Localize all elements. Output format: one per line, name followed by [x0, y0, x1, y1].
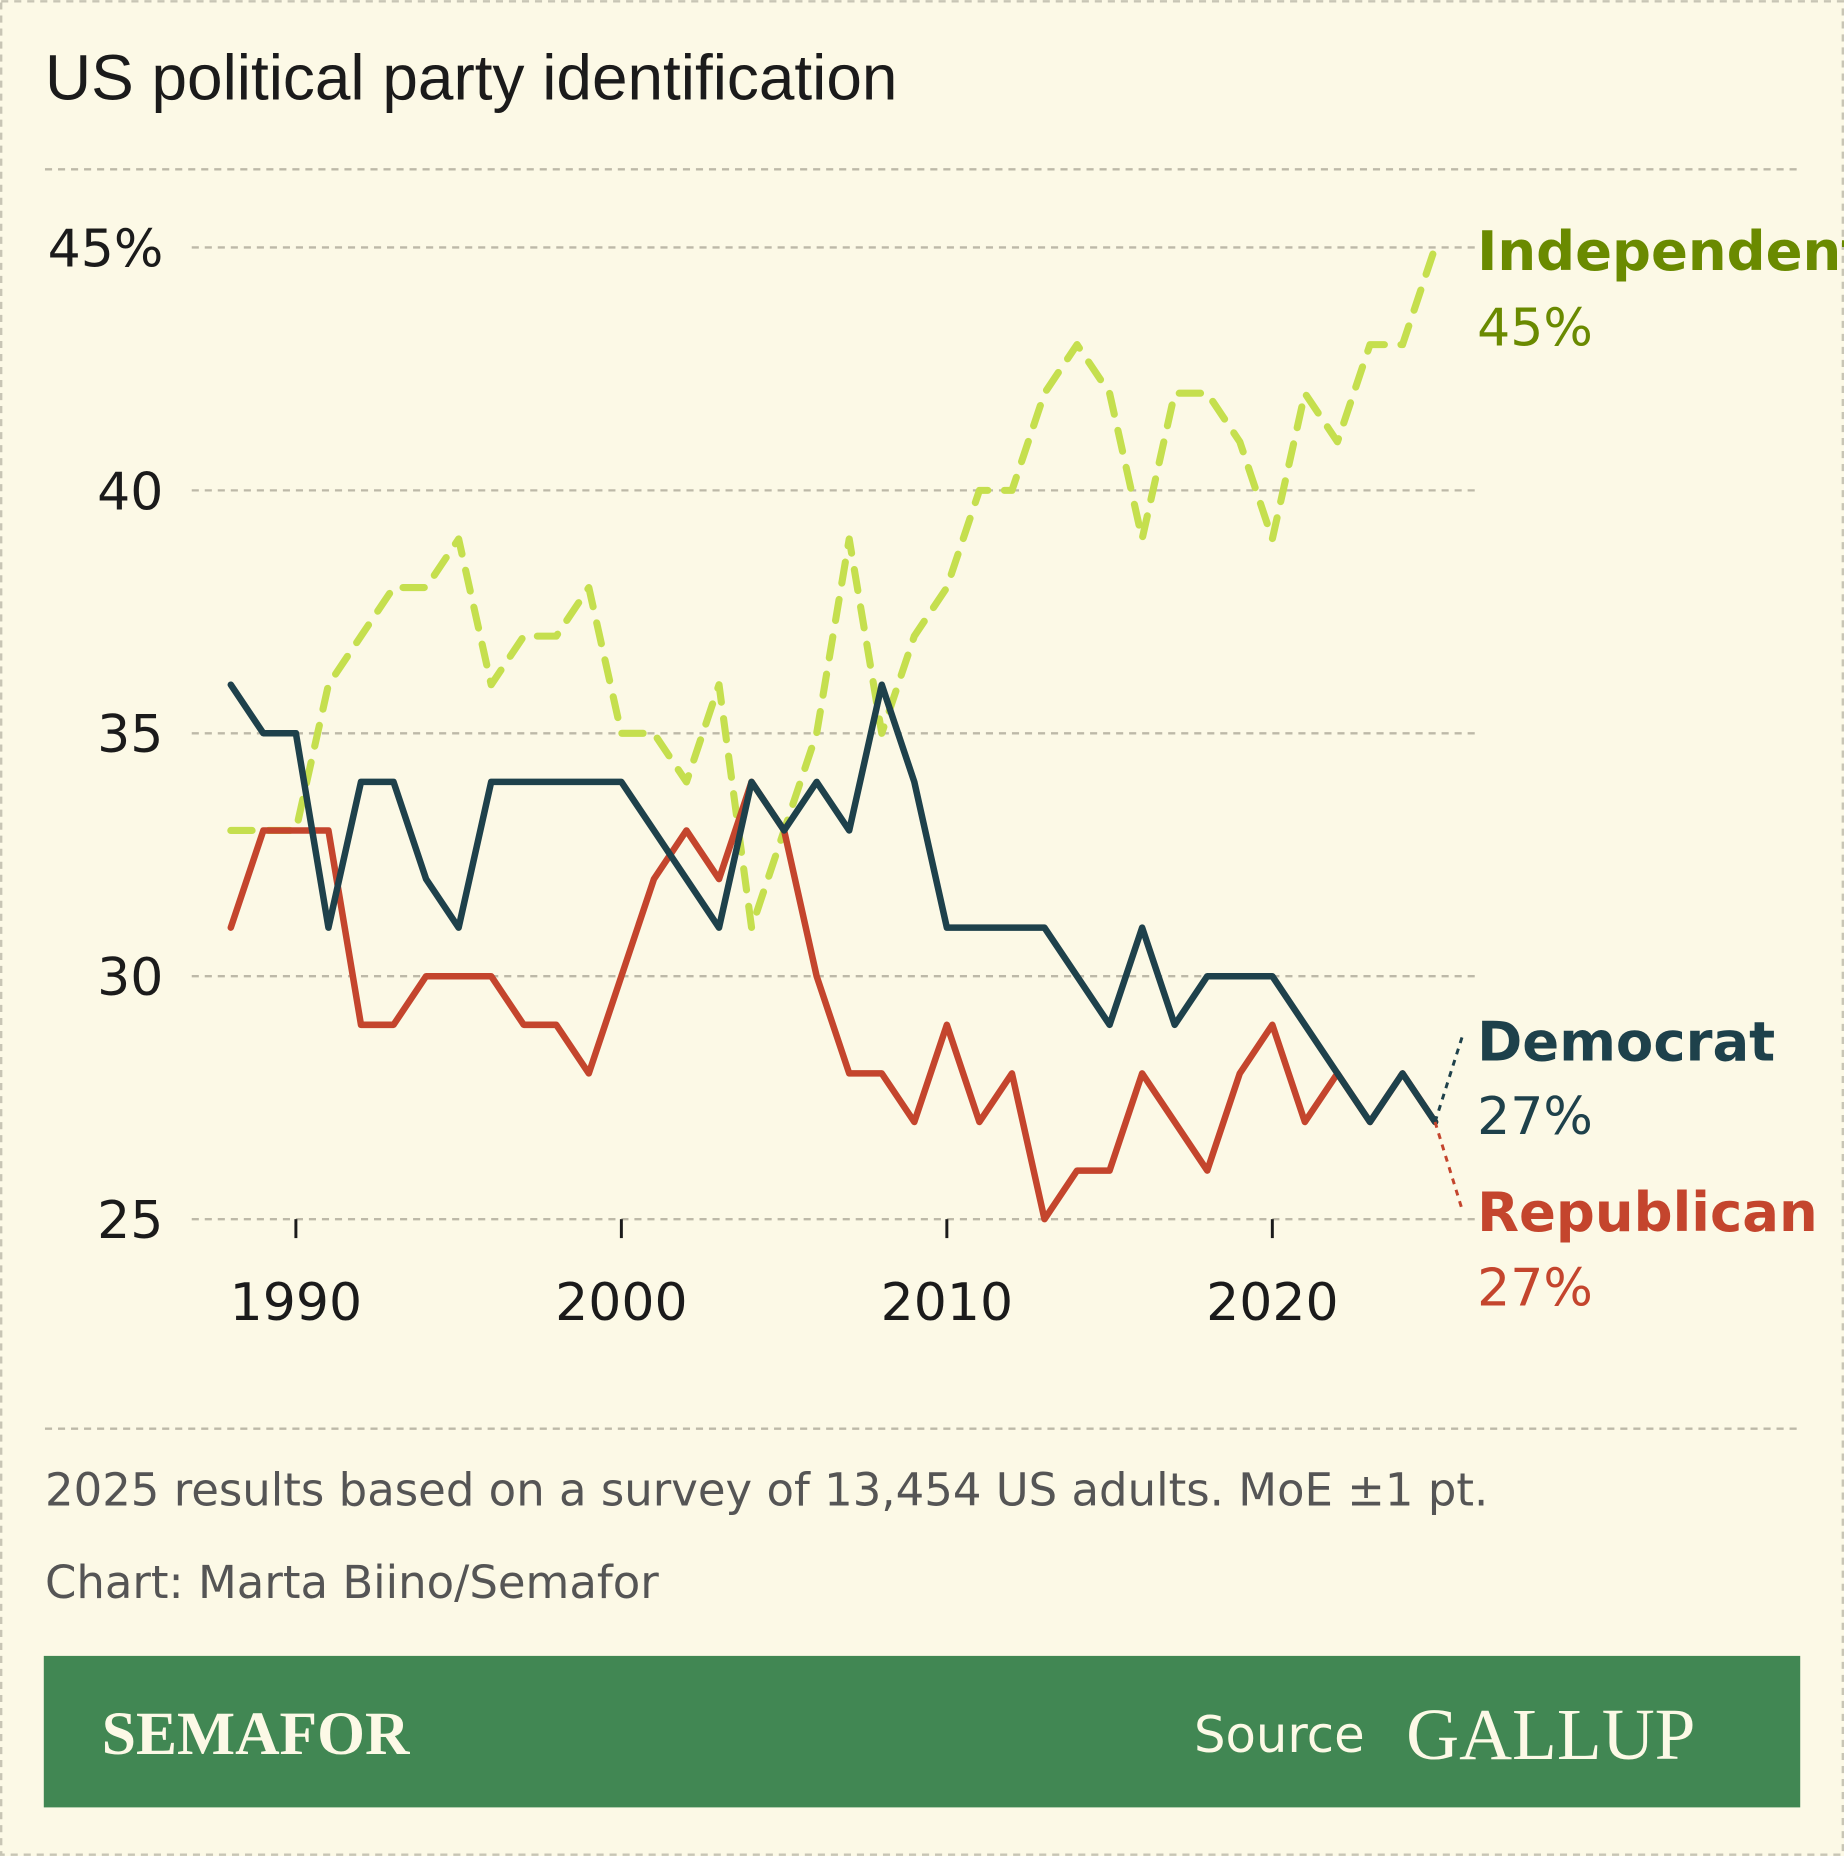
- y-tick-label: 35: [97, 705, 163, 765]
- series-value-label: 45%: [1477, 299, 1593, 359]
- chart-title: US political party identification: [45, 42, 897, 114]
- y-tick-label: 25: [97, 1191, 163, 1251]
- credit: Chart: Marta Biino/Semafor: [45, 1556, 659, 1609]
- x-tick-label: 2000: [555, 1273, 688, 1333]
- source-label: Source: [1194, 1706, 1365, 1764]
- y-tick-label: 40: [97, 462, 163, 522]
- semafor-logo: SEMAFOR: [102, 1700, 410, 1768]
- series-name-label: Republican: [1477, 1180, 1818, 1244]
- x-tick-label: 2010: [881, 1273, 1014, 1333]
- x-tick-label: 2020: [1206, 1273, 1339, 1333]
- series-value-label: 27%: [1477, 1259, 1593, 1319]
- series-line-independent: [227, 243, 1439, 932]
- x-tick-label: 1990: [230, 1273, 363, 1333]
- y-tick-label: 30: [97, 948, 163, 1008]
- series-name-label: Democrat: [1477, 1010, 1775, 1074]
- series-labels: Independent 45% Democrat 27% Republican 27%: [1433, 219, 1844, 1319]
- series-line-republican: [227, 778, 1439, 1223]
- gallup-logo: GALLUP: [1406, 1694, 1695, 1775]
- leader-line: [1433, 1121, 1465, 1213]
- series-line-democrat: [227, 681, 1439, 1126]
- series-name-label: Independent: [1477, 219, 1844, 283]
- leader-line: [1433, 1034, 1465, 1123]
- series-lines: [227, 243, 1439, 1223]
- footer-bar: [43, 1655, 1801, 1808]
- footnote: 2025 results based on a survey of 13,454…: [45, 1464, 1488, 1517]
- x-axis: 1990 2000 2010 2020: [230, 1219, 1339, 1333]
- y-axis: 45% 40 35 30 25: [48, 219, 164, 1251]
- series-value-label: 27%: [1477, 1087, 1593, 1147]
- y-tick-label: 45%: [48, 219, 164, 279]
